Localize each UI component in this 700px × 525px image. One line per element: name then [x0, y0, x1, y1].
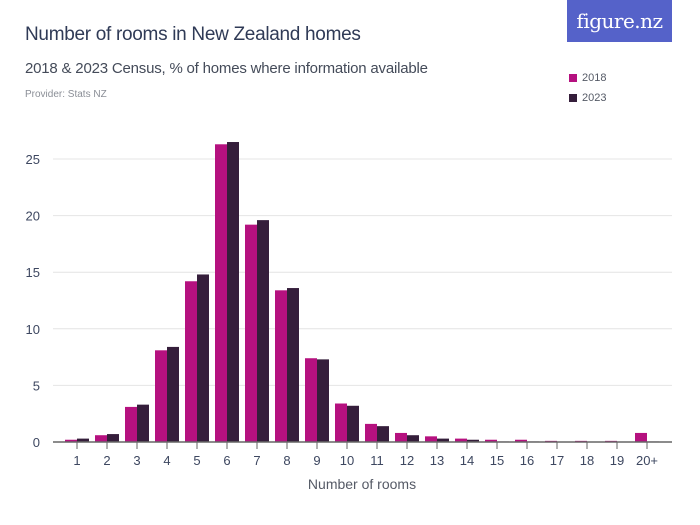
bar-2018-14	[455, 438, 467, 442]
x-tick-label: 10	[340, 453, 354, 468]
bar-2023-12	[407, 435, 419, 442]
bar-2023-8	[287, 288, 299, 442]
x-tick-label: 5	[193, 453, 200, 468]
x-tick-label: 16	[520, 453, 534, 468]
bar-2023-10	[347, 405, 359, 442]
x-tick-label: 9	[313, 453, 320, 468]
bar-2018-1	[65, 439, 77, 442]
y-tick-label: 15	[26, 265, 40, 280]
bar-2023-5	[197, 274, 209, 442]
x-tick-label: 14	[460, 453, 474, 468]
x-tick-label: 8	[283, 453, 290, 468]
bar-2018-5	[185, 281, 197, 442]
bar-2023-4	[167, 346, 179, 442]
bar-2023-11	[377, 426, 389, 442]
y-tick-label: 0	[33, 435, 40, 450]
x-tick-label: 7	[253, 453, 260, 468]
bar-2018-9	[305, 358, 317, 442]
bar-2018-8	[275, 290, 287, 442]
legend-label-2018: 2018	[582, 72, 607, 84]
legend-label-2023: 2023	[582, 92, 607, 104]
x-tick-label: 13	[430, 453, 444, 468]
bar-2018-2	[95, 435, 107, 442]
provider-note: Provider: Stats NZ	[25, 89, 107, 100]
bar-2023-6	[227, 142, 239, 442]
legend-item-2023: 2023	[569, 88, 606, 108]
x-tick-label: 18	[580, 453, 594, 468]
bar-2023-1	[77, 438, 89, 442]
x-tick-label: 17	[550, 453, 564, 468]
chart-title: Number of rooms in New Zealand homes	[25, 24, 361, 45]
x-tick-label: 20+	[636, 453, 658, 468]
chart-subtitle: 2018 & 2023 Census, % of homes where inf…	[25, 60, 428, 77]
bar-2018-7	[245, 224, 257, 442]
x-axis-title: Number of rooms	[308, 476, 416, 492]
logo-text: figure.nz	[576, 9, 663, 33]
legend-swatch-2023	[569, 94, 577, 102]
bar-2018-11	[365, 423, 377, 442]
bar-2018-20+	[635, 432, 647, 442]
bar-2018-16	[515, 439, 527, 442]
bar-2023-14	[467, 439, 479, 442]
bar-2018-3	[125, 406, 137, 442]
bar-2023-13	[437, 438, 449, 442]
x-tick-label: 11	[370, 453, 384, 468]
bar-2018-4	[155, 350, 167, 442]
bar-2018-10	[335, 403, 347, 442]
bar-2018-15	[485, 439, 497, 442]
y-tick-label: 25	[26, 152, 40, 167]
bar-2018-6	[215, 144, 227, 442]
x-tick-label: 4	[163, 453, 170, 468]
bar-2023-9	[317, 359, 329, 442]
y-tick-label: 20	[26, 209, 40, 224]
x-tick-label: 6	[223, 453, 230, 468]
x-tick-label: 3	[133, 453, 140, 468]
legend-item-2018: 2018	[569, 68, 606, 88]
bar-2018-13	[425, 436, 437, 442]
x-tick-label: 2	[103, 453, 110, 468]
x-tick-label: 1	[73, 453, 80, 468]
figure-nz-logo[interactable]: figure.nz	[567, 0, 672, 42]
y-tick-label: 5	[33, 378, 40, 393]
x-tick-label: 19	[610, 453, 624, 468]
bar-2023-2	[107, 434, 119, 442]
x-tick-label: 15	[490, 453, 504, 468]
x-tick-label: 12	[400, 453, 414, 468]
legend-swatch-2018	[569, 74, 577, 82]
legend: 2018 2023	[569, 68, 606, 108]
y-tick-label: 10	[26, 322, 40, 337]
bar-2023-3	[137, 404, 149, 442]
bar-2023-7	[257, 220, 269, 442]
bar-2018-12	[395, 432, 407, 442]
